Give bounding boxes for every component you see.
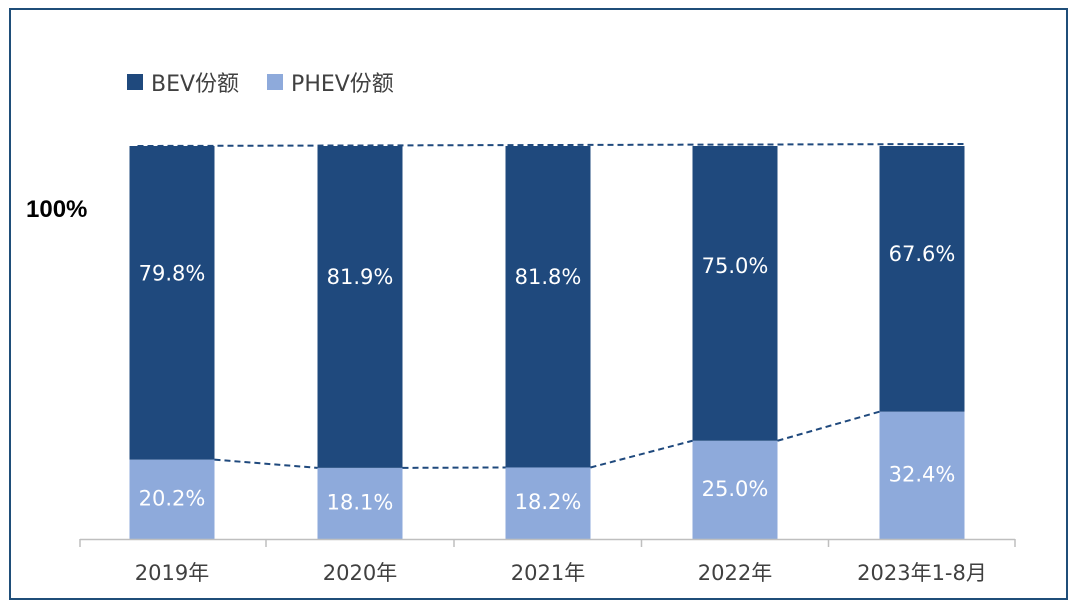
connector-line-0 xyxy=(214,458,318,469)
bar-phev-3 xyxy=(692,440,778,539)
legend-item-phev: PHEV份额 xyxy=(267,66,394,98)
legend-swatch-bev xyxy=(127,74,143,90)
legend-swatch-phev xyxy=(267,74,284,90)
bar-phev-2 xyxy=(505,467,591,539)
data-label-phev-1: 18.1% xyxy=(327,490,394,514)
bar-bev-4 xyxy=(879,146,965,412)
bar-phev-1 xyxy=(317,467,403,539)
bar-bev-1 xyxy=(317,146,403,468)
x-tick-label-4: 2023年1-8月 xyxy=(857,561,987,585)
data-label-phev-4: 32.4% xyxy=(889,462,956,486)
x-tick-label-3: 2022年 xyxy=(698,561,772,585)
legend-label-bev: BEV份额 xyxy=(151,72,240,97)
data-label-bev-2: 81.8% xyxy=(515,265,582,289)
bar-bev-0 xyxy=(129,146,215,460)
x-tick-label-2: 2021年 xyxy=(511,561,585,585)
data-label-bev-4: 67.6% xyxy=(889,242,956,266)
legend: BEV份额 PHEV份额 xyxy=(127,66,422,98)
x-tick-label-1: 2020年 xyxy=(323,561,397,585)
legend-label-phev: PHEV份额 xyxy=(291,72,394,97)
data-label-phev-0: 20.2% xyxy=(139,486,206,510)
data-label-phev-3: 25.0% xyxy=(702,477,769,501)
data-label-bev-1: 81.9% xyxy=(327,265,394,289)
y-axis-100-label: 100% xyxy=(26,196,88,223)
bar-phev-0 xyxy=(129,459,215,539)
x-tick-label-0: 2019年 xyxy=(135,561,209,585)
bar-phev-4 xyxy=(879,411,965,539)
connector-line-3 xyxy=(777,410,880,442)
bar-bev-2 xyxy=(505,146,591,468)
connector-line-2 xyxy=(590,439,693,469)
data-label-bev-0: 79.8% xyxy=(139,262,206,286)
data-label-bev-3: 75.0% xyxy=(702,254,769,278)
legend-item-bev: BEV份额 xyxy=(127,66,239,98)
top-100-line xyxy=(137,143,965,147)
data-label-phev-2: 18.2% xyxy=(515,490,582,514)
bar-bev-3 xyxy=(692,146,778,441)
